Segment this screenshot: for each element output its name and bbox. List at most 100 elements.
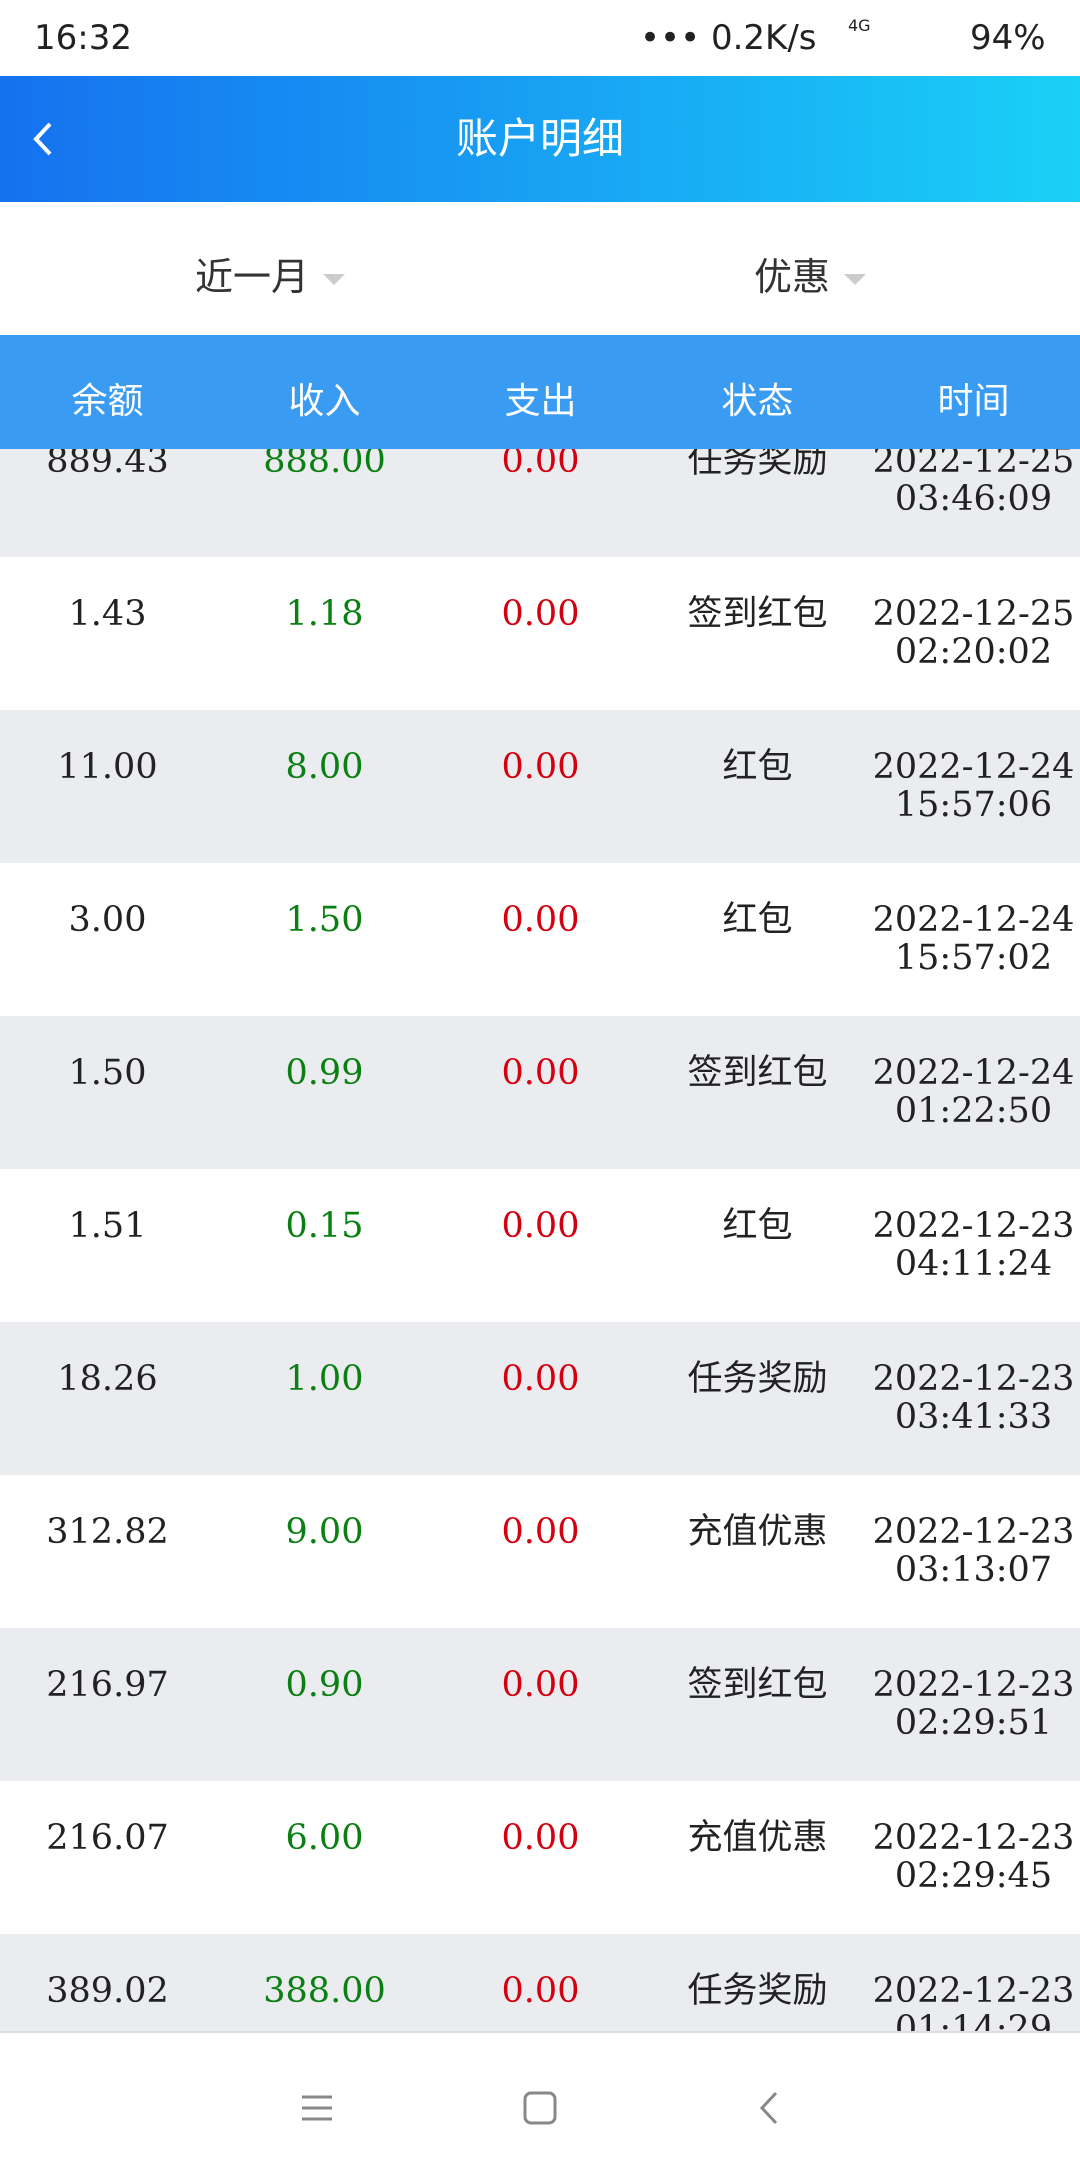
date: 2022-12-23 <box>872 1359 1075 1399</box>
time: 15:57:02 <box>894 938 1053 978</box>
column-header: 时间 <box>937 381 1010 422</box>
expense: 0.00 <box>501 449 580 481</box>
time: 02:29:51 <box>894 1703 1053 1743</box>
network: 4G <box>848 16 871 35</box>
status: 任务奖励 <box>687 1359 828 1399</box>
table-row: 18.26 1.00 0.00 任务奖励 2022-12-23 03:41:33 <box>0 1322 1080 1475</box>
nav-bar <box>0 2031 1080 2162</box>
status: 红包 <box>722 747 793 787</box>
balance: 312.82 <box>46 1512 169 1552</box>
balance: 216.97 <box>46 1665 169 1705</box>
column-header: 收入 <box>288 381 361 422</box>
column-header: 余额 <box>71 381 144 422</box>
expense: 0.00 <box>501 747 580 787</box>
income: 888.00 <box>263 449 386 481</box>
balance: 3.00 <box>68 900 147 940</box>
expense: 0.00 <box>501 1359 580 1399</box>
balance: 389.02 <box>46 1971 169 2011</box>
status: 红包 <box>722 900 793 940</box>
expense: 0.00 <box>501 900 580 940</box>
table-body: 889.43 888.00 0.00 任务奖励 2022-12-25 03:46:09 1.… <box>0 449 1080 2031</box>
title: 账户明细 <box>455 114 624 163</box>
table-row: 1.50 0.99 0.00 签到红包 2022-12-24 01:22:50 <box>0 1016 1080 1169</box>
clock: 16:32 <box>34 18 132 58</box>
column-header: 状态 <box>721 381 794 422</box>
status: 红包 <box>722 1206 793 1246</box>
date: 2022-12-23 <box>872 1818 1075 1858</box>
time: 03:46:09 <box>894 479 1053 519</box>
category: 优惠 <box>753 255 830 299</box>
back-nav-button[interactable] <box>759 2091 778 2125</box>
time: 15:57:06 <box>894 785 1053 825</box>
income: 8.00 <box>285 747 364 787</box>
time: 03:13:07 <box>894 1550 1053 1590</box>
table-row: 216.97 0.90 0.00 签到红包 2022-12-23 02:29:51 <box>0 1628 1080 1781</box>
income: 6.00 <box>285 1818 364 1858</box>
date: 2022-12-25 <box>872 594 1075 634</box>
home-button[interactable] <box>523 2091 557 2125</box>
date: 2022-12-24 <box>872 747 1075 787</box>
status-bar: 16:32 ••• 0.2K/s 4G 94% <box>0 0 1080 76</box>
menu-button[interactable] <box>302 2095 332 2121</box>
income: 0.15 <box>285 1206 364 1246</box>
speed: 0.2K/s <box>710 18 817 58</box>
time: 02:29:45 <box>894 1856 1053 1896</box>
balance: 1.50 <box>68 1053 147 1093</box>
balance: 11.00 <box>57 747 158 787</box>
time: 01:14:29 <box>894 2009 1053 2031</box>
filters: 近一月 优惠 <box>0 202 1080 335</box>
expense: 0.00 <box>501 1053 580 1093</box>
income: 1.00 <box>285 1359 364 1399</box>
table-row: 389.02 388.00 0.00 任务奖励 2022-12-23 01:14:29 <box>0 1934 1080 2031</box>
income: 388.00 <box>263 1971 386 2011</box>
category-filter[interactable]: 优惠 <box>640 246 980 301</box>
status: 签到红包 <box>687 594 828 634</box>
table-row: 889.43 888.00 0.00 任务奖励 2022-12-25 03:46:09 <box>0 449 1080 557</box>
column-header: 支出 <box>504 381 577 422</box>
balance: 889.43 <box>46 449 169 481</box>
time: 01:22:50 <box>894 1091 1053 1131</box>
status: 充值优惠 <box>687 1512 828 1552</box>
date: 2022-12-24 <box>872 1053 1075 1093</box>
back-button[interactable] <box>28 118 58 160</box>
header: 账户明细 <box>0 76 1080 202</box>
table-row: 1.51 0.15 0.00 红包 2022-12-23 04:11:24 <box>0 1169 1080 1322</box>
status: 签到红包 <box>687 1053 828 1093</box>
status: 充值优惠 <box>687 1818 828 1858</box>
expense: 0.00 <box>501 1665 580 1705</box>
balance: 216.07 <box>46 1818 169 1858</box>
table-row: 312.82 9.00 0.00 充值优惠 2022-12-23 03:13:07 <box>0 1475 1080 1628</box>
expense: 0.00 <box>501 1512 580 1552</box>
time: 03:41:33 <box>894 1397 1053 1437</box>
balance: 1.43 <box>68 594 147 634</box>
status: 任务奖励 <box>687 449 828 481</box>
income: 0.99 <box>285 1053 364 1093</box>
balance: 1.51 <box>68 1206 147 1246</box>
period: 近一月 <box>194 255 309 299</box>
table-row: 3.00 1.50 0.00 红包 2022-12-24 15:57:02 <box>0 863 1080 1016</box>
expense: 0.00 <box>501 1206 580 1246</box>
table-row: 216.07 6.00 0.00 充值优惠 2022-12-23 02:29:45 <box>0 1781 1080 1934</box>
time: 02:20:02 <box>894 632 1053 672</box>
nav-icons <box>302 2091 778 2125</box>
time: 04:11:24 <box>894 1244 1053 1284</box>
status: 签到红包 <box>687 1665 828 1705</box>
status: 任务奖励 <box>687 1971 828 2011</box>
date: 2022-12-24 <box>872 900 1075 940</box>
balance: 18.26 <box>57 1359 158 1399</box>
income: 1.50 <box>285 900 364 940</box>
table-header: 余额 收入 支出 状态 时间 <box>0 335 1080 449</box>
date: 2022-12-23 <box>872 1206 1075 1246</box>
date: 2022-12-23 <box>872 1512 1075 1552</box>
battery: 94% <box>970 18 1046 58</box>
table-row: 1.43 1.18 0.00 签到红包 2022-12-25 02:20:02 <box>0 557 1080 710</box>
income: 0.90 <box>285 1665 364 1705</box>
expense: 0.00 <box>501 1818 580 1858</box>
date: 2022-12-23 <box>872 1971 1075 2011</box>
period-filter[interactable]: 近一月 <box>100 246 440 301</box>
table-row: 11.00 8.00 0.00 红包 2022-12-24 15:57:06 <box>0 710 1080 863</box>
net-speed: ••• 0.2K/s <box>640 18 817 58</box>
date: 2022-12-25 <box>872 449 1075 481</box>
income: 1.18 <box>285 594 364 634</box>
